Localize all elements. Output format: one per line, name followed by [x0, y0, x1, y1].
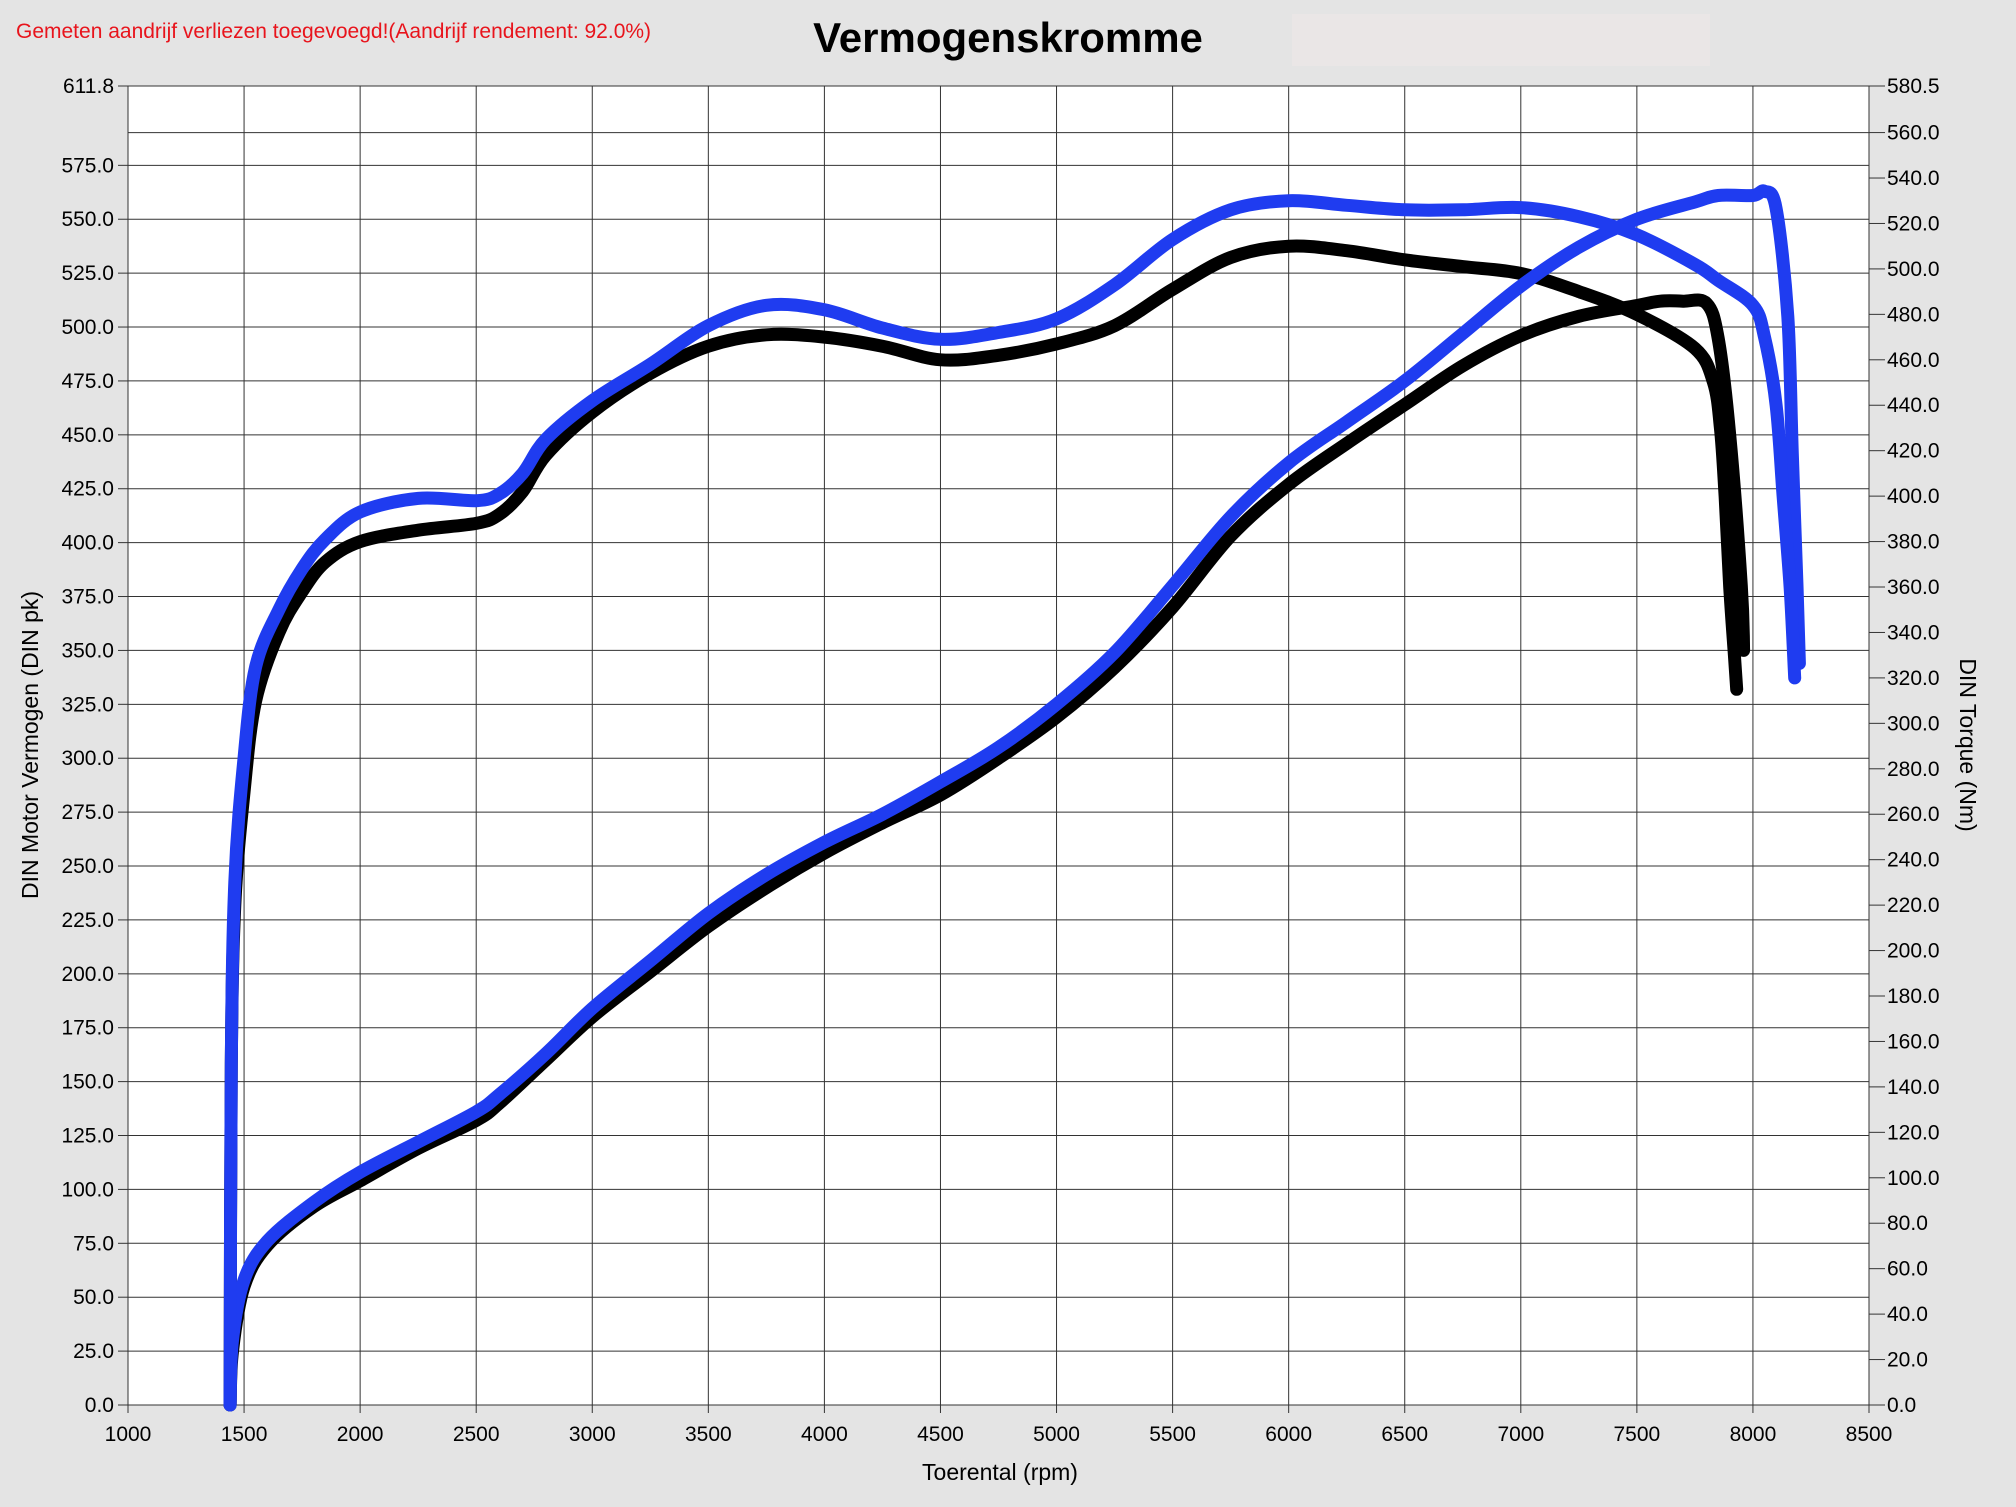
- right-tick-label: 60.0: [1887, 1258, 1928, 1281]
- right-tick-label: 560.0: [1887, 122, 1940, 145]
- left-tick-label: 75.0: [73, 1232, 114, 1255]
- title-placeholder-box: [1292, 14, 1710, 66]
- left-tick-label: 275.0: [61, 801, 114, 824]
- right-tick-label: 360.0: [1887, 576, 1940, 599]
- left-tick-label: 550.0: [61, 208, 114, 231]
- right-tick-label: 100.0: [1887, 1167, 1940, 1190]
- left-tick-label: 525.0: [61, 262, 114, 285]
- left-tick-label: 475.0: [61, 370, 114, 393]
- right-tick-label: 140.0: [1887, 1076, 1940, 1099]
- right-tick-label: 300.0: [1887, 712, 1940, 735]
- right-tick-label: 180.0: [1887, 985, 1940, 1008]
- right-tick-label: 120.0: [1887, 1121, 1940, 1144]
- right-tick-label: 480.0: [1887, 303, 1940, 326]
- right-tick-label: 500.0: [1887, 258, 1940, 281]
- right-tick-label: 340.0: [1887, 621, 1940, 644]
- x-tick-label: 7500: [1614, 1423, 1661, 1446]
- x-tick-label: 6500: [1381, 1423, 1428, 1446]
- x-tick-label: 8000: [1730, 1423, 1777, 1446]
- x-tick-label: 6000: [1265, 1423, 1312, 1446]
- blue-power-curve: [223, 184, 1806, 1412]
- blue-torque-curve: [223, 194, 1802, 1412]
- right-y-axis: 0.0 20.0 40.0 60.0 80.0 100.0 120.0 140.0 160.0 1…: [1869, 75, 1940, 1417]
- left-tick-label: 400.0: [61, 532, 114, 555]
- left-tick-label: 425.0: [61, 478, 114, 501]
- x-axis: 1000 1500 2000 2500 3000 3500 4000 4500 5000 5500…: [105, 1405, 1893, 1446]
- drive-loss-notice: Gemeten aandrijf verliezen toegevoegd!(A…: [16, 20, 651, 43]
- right-tick-label: 20.0: [1887, 1349, 1928, 1372]
- right-tick-label: 320.0: [1887, 667, 1940, 690]
- right-tick-label: 80.0: [1887, 1212, 1928, 1235]
- right-tick-label: 240.0: [1887, 849, 1940, 872]
- left-tick-label: 325.0: [61, 693, 114, 716]
- left-tick-label: 100.0: [61, 1178, 114, 1201]
- right-tick-label: 460.0: [1887, 349, 1940, 372]
- left-tick-label: 611.8: [63, 75, 114, 98]
- left-tick-label: 200.0: [61, 963, 114, 986]
- x-tick-label: 3500: [685, 1423, 732, 1446]
- left-tick-label: 450.0: [61, 424, 114, 447]
- right-tick-label: 160.0: [1887, 1030, 1940, 1053]
- right-tick-label: 260.0: [1887, 803, 1940, 826]
- x-tick-label: 8500: [1846, 1423, 1893, 1446]
- left-tick-label: 500.0: [61, 316, 114, 339]
- x-tick-label: 2000: [337, 1423, 384, 1446]
- right-tick-label: 380.0: [1887, 531, 1940, 554]
- plot-border: [127, 85, 1870, 1406]
- x-tick-label: 3000: [569, 1423, 616, 1446]
- right-tick-label: 540.0: [1887, 167, 1940, 190]
- x-tick-label: 5000: [1033, 1423, 1080, 1446]
- x-tick-label: 1000: [105, 1423, 152, 1446]
- left-tick-label: 0.0: [85, 1394, 114, 1417]
- left-tick-label: 125.0: [61, 1125, 114, 1148]
- x-tick-label: 2500: [453, 1423, 500, 1446]
- chart-title: Vermogenskromme: [813, 14, 1203, 61]
- x-tick-label: 4000: [801, 1423, 848, 1446]
- x-tick-label: 7000: [1497, 1423, 1544, 1446]
- right-tick-label: 0.0: [1887, 1394, 1916, 1417]
- right-tick-label: 220.0: [1887, 894, 1940, 917]
- x-tick-label: 5500: [1149, 1423, 1196, 1446]
- left-tick-label: 350.0: [61, 639, 114, 662]
- left-tick-label: 375.0: [61, 586, 114, 609]
- right-tick-label: 440.0: [1887, 394, 1940, 417]
- right-tick-label: 580.5: [1887, 75, 1940, 98]
- x-tick-label: 4500: [917, 1423, 964, 1446]
- right-tick-label: 420.0: [1887, 440, 1940, 463]
- left-tick-label: 50.0: [73, 1286, 114, 1309]
- right-tick-label: 280.0: [1887, 758, 1940, 781]
- left-tick-label: 25.0: [73, 1340, 114, 1363]
- black-torque-curve: [223, 239, 1744, 1412]
- left-y-axis-title: DIN Motor Vermogen (DIN pk): [17, 591, 43, 899]
- left-tick-label: 225.0: [61, 909, 114, 932]
- grid: [127, 85, 1870, 1406]
- series-layer: [223, 184, 1806, 1412]
- x-axis-title: Toerental (rpm): [922, 1459, 1078, 1485]
- right-tick-label: 40.0: [1887, 1303, 1928, 1326]
- left-tick-label: 575.0: [61, 154, 114, 177]
- left-tick-label: 300.0: [61, 747, 114, 770]
- x-tick-label: 1500: [221, 1423, 268, 1446]
- right-tick-label: 520.0: [1887, 212, 1940, 235]
- left-tick-label: 150.0: [61, 1071, 114, 1094]
- right-tick-label: 200.0: [1887, 940, 1940, 963]
- right-tick-label: 400.0: [1887, 485, 1940, 508]
- right-y-axis-title: DIN Torque (Nm): [1955, 658, 1981, 831]
- left-y-axis: 0.0 25.0 50.0 75.0 100.0 125.0 150.0 175.0 200.0…: [61, 75, 128, 1417]
- left-tick-label: 175.0: [61, 1017, 114, 1040]
- left-tick-label: 250.0: [61, 855, 114, 878]
